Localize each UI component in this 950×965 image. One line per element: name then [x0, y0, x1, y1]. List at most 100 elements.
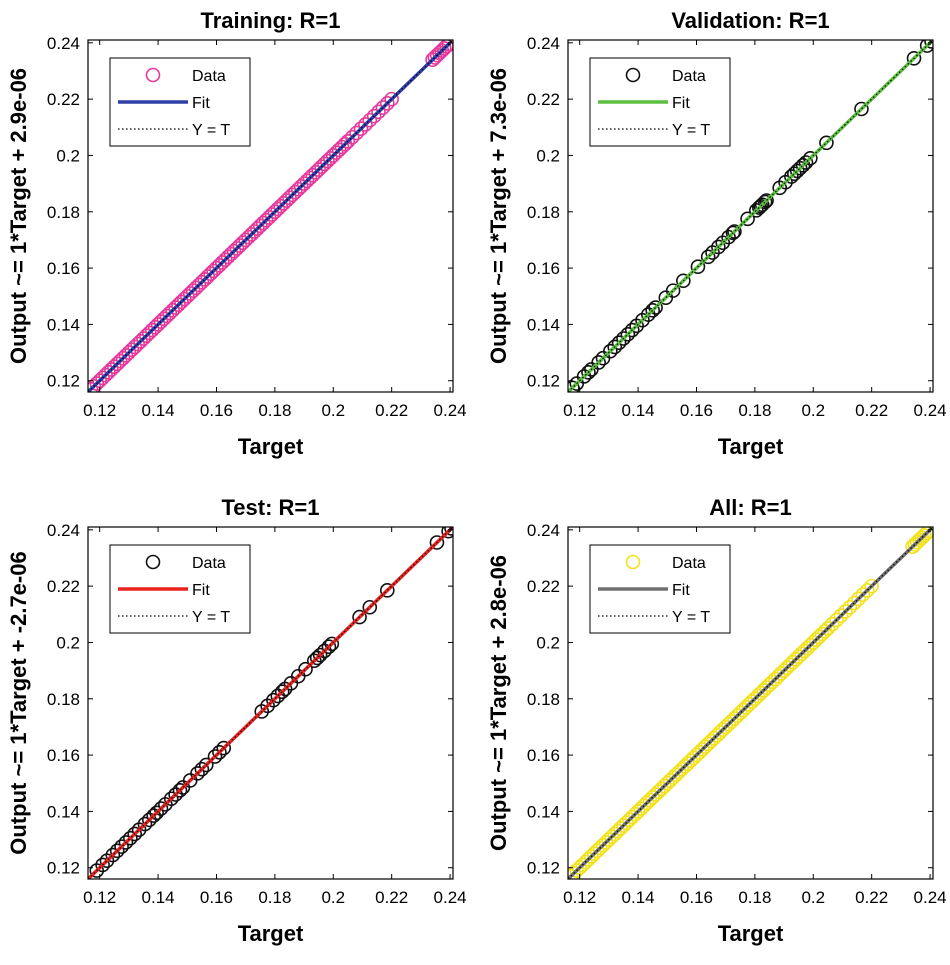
panel-2: 0.12 0.14 0.16 0.18 0.2 0.22 0.24 0.12 0.14 0.16 0…: [486, 8, 947, 459]
data-point: [851, 591, 866, 607]
data-point: [568, 380, 580, 392]
data-point: [819, 135, 834, 151]
data-point: [123, 830, 138, 846]
legend-label: Fit: [192, 95, 210, 112]
x-tick-label: 0.16: [680, 401, 713, 420]
data-point: [690, 259, 706, 274]
x-tick-label: 0.14: [142, 401, 175, 420]
data-point: [924, 40, 933, 49]
data-point: [645, 303, 660, 318]
y-tick-label: 0.16: [527, 746, 560, 765]
x-tick-label: 0.22: [855, 401, 888, 420]
x-tick-label: 0.24: [434, 401, 467, 420]
data-point: [620, 326, 636, 342]
x-tick-label: 0.24: [434, 888, 467, 907]
y-tick-label: 0.18: [47, 690, 80, 709]
data-point: [436, 41, 452, 56]
x-tick-label: 0.16: [200, 401, 233, 420]
data-point: [353, 121, 369, 137]
data-point: [754, 197, 770, 213]
data-point: [859, 583, 875, 598]
legend-label: Y = T: [672, 122, 710, 139]
data-point: [379, 96, 395, 111]
x-tick-label: 0.12: [563, 888, 596, 907]
data-point: [95, 857, 110, 873]
data-point: [611, 335, 627, 351]
data-point: [591, 355, 606, 370]
y-tick-label: 0.22: [47, 90, 80, 109]
panel-3: 0.12 0.14 0.16 0.18 0.2 0.22 0.24 0.12 0.14 0.16 0…: [6, 495, 467, 946]
x-tick-label: 0.18: [258, 401, 291, 420]
data-point: [798, 155, 814, 170]
y-tick-label: 0.16: [527, 259, 560, 278]
y-tick-label: 0.18: [47, 203, 80, 222]
data-point: [163, 791, 179, 807]
data-point: [919, 40, 933, 53]
legend-label: Data: [672, 68, 706, 85]
legend-label: Y = T: [672, 609, 710, 626]
data-point: [854, 101, 869, 117]
legend-label: Y = T: [192, 122, 230, 139]
x-tick-label: 0.18: [258, 888, 291, 907]
data-point: [624, 322, 640, 338]
data-point: [312, 647, 328, 663]
data-point: [842, 599, 858, 615]
x-tick-label: 0.14: [622, 888, 655, 907]
x-axis-label: Target: [238, 921, 304, 946]
data-point: [665, 283, 681, 298]
y-tick-label: 0.24: [527, 34, 560, 53]
data-point: [153, 801, 169, 816]
legend-data-marker: [145, 67, 161, 83]
data-point: [127, 826, 143, 842]
legend-data-marker: [145, 554, 161, 570]
x-axis-label: Target: [718, 921, 784, 946]
legend-label: Data: [192, 555, 226, 572]
x-tick-label: 0.18: [738, 888, 771, 907]
y-tick-label: 0.22: [527, 90, 560, 109]
legend-label: Fit: [672, 95, 690, 112]
data-point: [916, 528, 932, 543]
x-tick-label: 0.2: [801, 888, 825, 907]
data-point: [676, 273, 691, 289]
data-point: [352, 609, 367, 625]
y-tick-label: 0.12: [527, 372, 560, 391]
data-point: [444, 527, 453, 536]
x-tick-label: 0.2: [321, 401, 345, 420]
data-point: [855, 587, 871, 602]
data-point: [700, 249, 716, 265]
data-point: [298, 661, 313, 677]
y-tick-label: 0.12: [527, 859, 560, 878]
data-point: [864, 578, 879, 594]
y-axis-label: Output ~= 1*Target + 7.3e-06: [486, 68, 511, 364]
data-point: [379, 583, 395, 598]
data-point: [833, 608, 849, 624]
data-point: [216, 740, 232, 756]
axes-box: [567, 39, 934, 393]
data-point: [441, 40, 453, 52]
y-tick-label: 0.16: [47, 746, 80, 765]
panel-1: 0.12 0.14 0.16 0.18 0.2 0.22 0.24 0.12 0.14 0.16 0…: [6, 8, 467, 459]
data-point: [207, 749, 223, 764]
data-point: [727, 224, 742, 239]
data-point: [109, 843, 125, 859]
data-point: [921, 527, 933, 539]
data-point: [274, 684, 290, 700]
y-tick-label: 0.24: [47, 34, 80, 53]
data-point: [919, 527, 933, 541]
data-point: [212, 744, 227, 760]
data-point: [906, 51, 922, 66]
y-tick-label: 0.16: [47, 259, 80, 278]
x-tick-label: 0.22: [375, 888, 408, 907]
data-point: [172, 782, 188, 798]
data-point: [321, 639, 337, 654]
x-tick-label: 0.12: [83, 401, 116, 420]
axes-box: [87, 526, 454, 880]
x-tick-label: 0.24: [914, 888, 947, 907]
chart-title: Validation: R=1: [671, 8, 829, 33]
y-axis-label: Output ~= 1*Target + -2.7e-06: [6, 551, 31, 854]
y-tick-label: 0.24: [527, 521, 560, 540]
data-point: [362, 599, 378, 615]
data-point: [439, 40, 453, 54]
data-point: [616, 331, 631, 346]
